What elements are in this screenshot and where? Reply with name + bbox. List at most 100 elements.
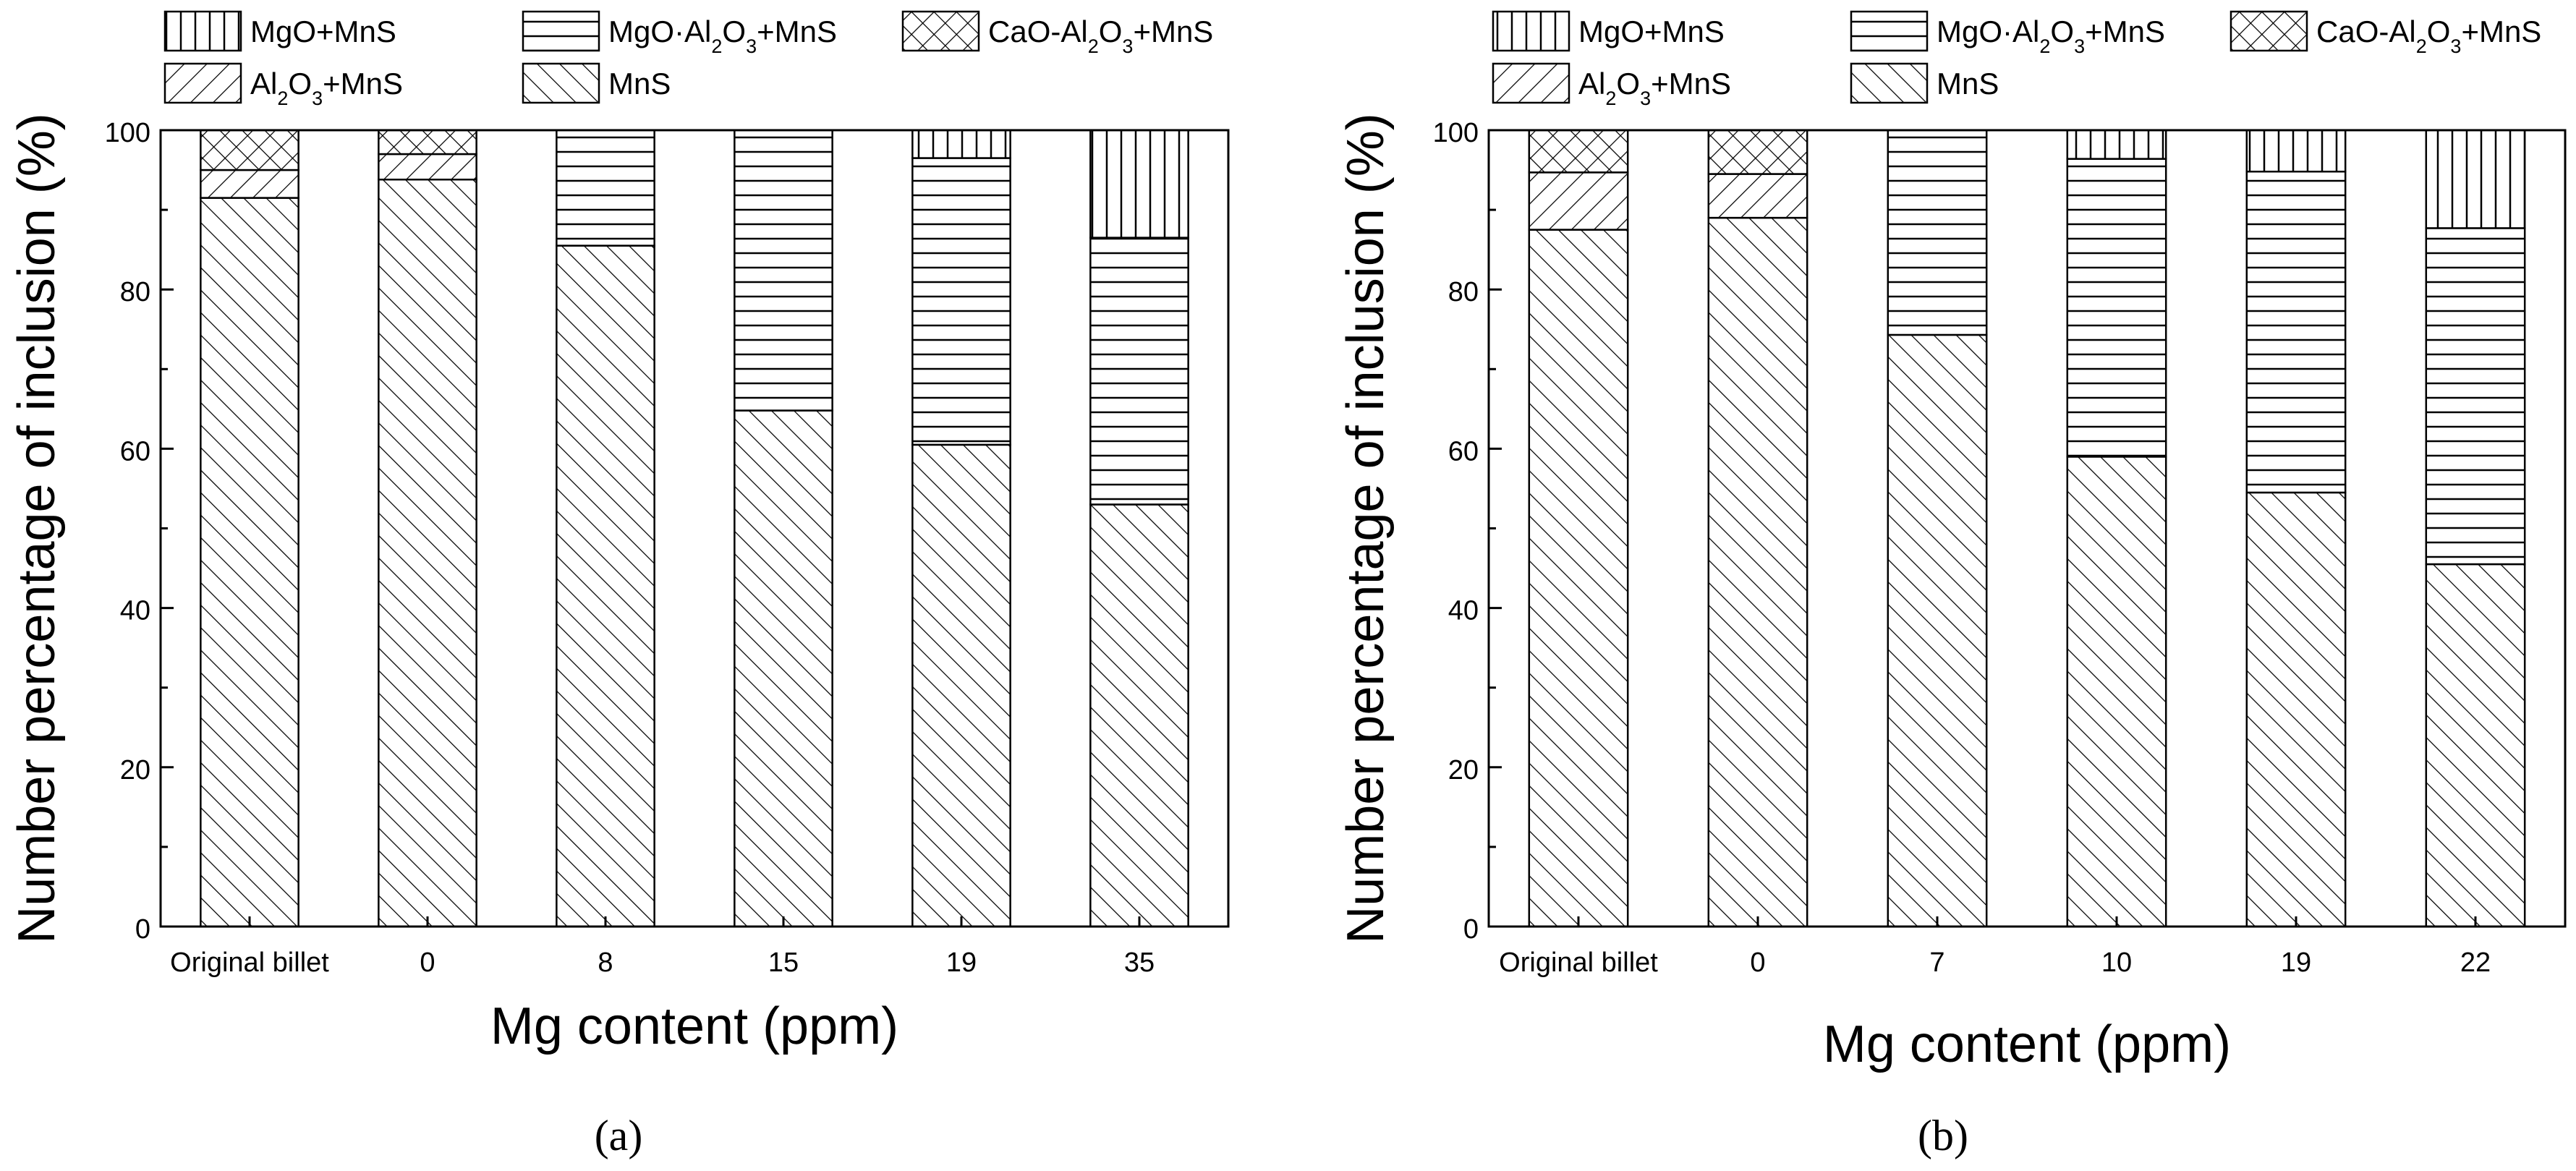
panel-b: MgO+MnS MgO·Al2O3+MnS CaO-Al2O3+MnS Al2O3+M… — [1337, 10, 2567, 1159]
x-tick-label: 35 — [1124, 948, 1155, 978]
y-tick-label: 100 — [105, 118, 150, 148]
legend-label: CaO-Al2O3+MnS — [2316, 14, 2541, 57]
x-tick-label: 7 — [1929, 948, 1944, 978]
legend-item: Al2O3+MnS — [163, 62, 403, 109]
y-tick-label: 80 — [120, 277, 150, 307]
legend-swatch — [163, 62, 242, 104]
bar-segment-mgo-mns — [911, 129, 1011, 159]
x-tick-label: 0 — [1750, 948, 1765, 978]
bar-segment-mns — [911, 443, 1011, 928]
legend-swatch — [2229, 10, 2308, 52]
legend: MgO+MnS MgO·Al2O3+MnS CaO-Al2O3+MnS Al2O3+M… — [1492, 10, 2541, 109]
bar-segment-mgo-al2o3-mns — [1887, 129, 1988, 336]
legend-label: MgO·Al2O3+MnS — [608, 14, 837, 57]
bar-segment-mns — [1707, 216, 1808, 928]
plot-frame — [159, 129, 1230, 928]
y-tick-label: 20 — [1448, 755, 1479, 785]
bar-segment-mns — [378, 179, 477, 928]
bar-segment-mgo-al2o3-mns — [556, 129, 655, 247]
bar-segment-mgo-al2o3-mns — [2066, 158, 2167, 458]
bar-segment-cao-al2o3-mns — [1707, 129, 1808, 175]
legend-swatch — [1850, 10, 1929, 52]
bar-segment-mns — [200, 197, 299, 928]
bar-segment-al2o3-mns — [200, 169, 299, 199]
bars — [1528, 129, 2526, 928]
y-tick-label: 40 — [1448, 596, 1479, 626]
bar-segment-mgo-al2o3-mns — [2425, 227, 2526, 566]
legend-label: MgO·Al2O3+MnS — [1937, 14, 2165, 57]
legend-swatch — [1492, 10, 1570, 52]
y-tick-label: 40 — [120, 596, 150, 626]
legend-item: CaO-Al2O3+MnS — [2229, 10, 2541, 57]
bar-segment-mgo-al2o3-mns — [911, 157, 1011, 446]
y-axis-title: Number percentage of inclusion (%) — [8, 113, 66, 944]
bar-segment-al2o3-mns — [1528, 171, 1629, 231]
x-tick-label: 19 — [946, 948, 977, 978]
bar-segment-mgo-mns — [2245, 129, 2347, 173]
legend-swatch — [1492, 62, 1570, 104]
legend: MgO+MnS MgO·Al2O3+MnS CaO-Al2O3+MnS Al2O3+M… — [163, 10, 1213, 109]
legend-label: MnS — [1937, 67, 1999, 101]
bar-segment-mns — [1089, 503, 1189, 928]
legend-item: MgO·Al2O3+MnS — [522, 10, 837, 57]
x-axis: Original billet 0 7 10 19 22 — [1499, 916, 2491, 978]
bar-segment-mns — [556, 244, 655, 928]
x-tick-label: 19 — [2281, 948, 2311, 978]
legend-item: MnS — [522, 62, 671, 104]
bar-segment-cao-al2o3-mns — [200, 129, 299, 171]
bar-segment-mgo-mns — [2425, 129, 2526, 229]
bar-segment-mns — [2066, 456, 2167, 928]
x-tick-label: 22 — [2460, 948, 2491, 978]
bar-segment-mns — [1887, 333, 1988, 928]
legend-item: MgO+MnS — [1492, 10, 1725, 52]
bar-segment-mgo-mns — [1089, 129, 1189, 239]
y-tick-label: 60 — [1448, 436, 1479, 467]
legend-item: MgO+MnS — [163, 10, 396, 52]
y-axis-title: Number percentage of inclusion (%) — [1337, 113, 1395, 944]
bar-segment-mns — [2245, 491, 2347, 928]
x-axis-title: Mg content (ppm) — [1823, 1015, 2231, 1073]
panel-a: MgO+MnS MgO·Al2O3+MnS CaO-Al2O3+MnS Al2O3+M… — [8, 10, 1230, 1159]
bar-segment-mgo-al2o3-mns — [734, 129, 833, 412]
y-tick-label: 0 — [135, 914, 150, 945]
legend-item: Al2O3+MnS — [1492, 62, 1731, 109]
bars — [200, 129, 1189, 928]
x-tick-label: Original billet — [1499, 948, 1658, 978]
x-tick-label: 0 — [420, 948, 435, 978]
x-axis: Original billet 0 8 15 19 35 — [170, 916, 1155, 978]
y-tick-label: 20 — [120, 755, 150, 785]
legend-item: MnS — [1850, 62, 1999, 104]
x-tick-label: Original billet — [170, 948, 329, 978]
y-tick-label: 60 — [120, 436, 150, 467]
x-tick-label: 15 — [768, 948, 799, 978]
bar-segment-cao-al2o3-mns — [378, 129, 477, 156]
legend-label: MgO+MnS — [1578, 14, 1725, 48]
legend-label: MnS — [608, 67, 671, 101]
legend-label: MgO+MnS — [250, 14, 396, 48]
y-tick-label: 80 — [1448, 277, 1479, 307]
legend-swatch — [901, 10, 980, 52]
legend-label: Al2O3+MnS — [1578, 67, 1731, 109]
plot-frame — [1487, 129, 2567, 928]
panel-label: (b) — [1918, 1112, 1968, 1159]
legend-swatch — [163, 10, 242, 52]
bar-segment-mns — [1528, 229, 1629, 928]
legend-label: CaO-Al2O3+MnS — [988, 14, 1213, 57]
panel-label: (a) — [595, 1112, 643, 1159]
bar-segment-mns — [734, 409, 833, 928]
bar-segment-mgo-al2o3-mns — [1089, 237, 1189, 506]
legend-swatch — [522, 10, 600, 52]
bar-segment-al2o3-mns — [1707, 173, 1808, 219]
y-tick-label: 100 — [1433, 118, 1479, 148]
legend-swatch — [522, 62, 600, 104]
legend-item: MgO·Al2O3+MnS — [1850, 10, 2165, 57]
bar-segment-mgo-al2o3-mns — [2245, 171, 2347, 494]
bar-segment-mns — [2425, 563, 2526, 928]
x-axis-title: Mg content (ppm) — [490, 997, 898, 1055]
y-tick-label: 0 — [1463, 914, 1479, 945]
bar-segment-cao-al2o3-mns — [1528, 129, 1629, 174]
bar-segment-mgo-mns — [2066, 129, 2167, 160]
y-axis: 0 20 40 60 80 100 — [1433, 118, 1502, 945]
legend-swatch — [1850, 62, 1929, 104]
x-tick-label: 10 — [2101, 948, 2132, 978]
